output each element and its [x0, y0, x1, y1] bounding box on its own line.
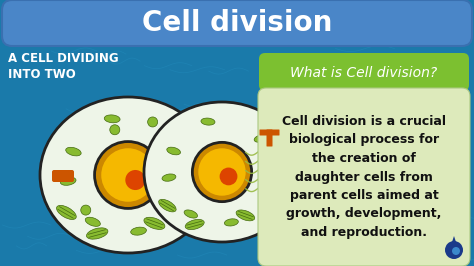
Circle shape — [219, 168, 237, 185]
FancyBboxPatch shape — [258, 88, 470, 266]
Ellipse shape — [185, 219, 204, 230]
Polygon shape — [452, 236, 456, 242]
Text: Cell division: Cell division — [142, 9, 332, 37]
Circle shape — [252, 203, 262, 213]
Circle shape — [445, 241, 463, 259]
Circle shape — [192, 142, 252, 202]
FancyBboxPatch shape — [2, 0, 472, 46]
Circle shape — [101, 148, 155, 202]
Circle shape — [81, 205, 91, 215]
Ellipse shape — [175, 193, 191, 201]
Ellipse shape — [131, 227, 146, 235]
Ellipse shape — [85, 217, 100, 226]
Circle shape — [209, 210, 219, 221]
Ellipse shape — [201, 118, 215, 125]
Ellipse shape — [144, 102, 300, 242]
Ellipse shape — [184, 210, 198, 218]
Ellipse shape — [159, 199, 176, 212]
Ellipse shape — [66, 147, 81, 156]
Circle shape — [94, 142, 162, 209]
Circle shape — [147, 117, 158, 127]
Circle shape — [198, 148, 246, 196]
FancyBboxPatch shape — [259, 53, 469, 91]
Circle shape — [260, 146, 270, 156]
Ellipse shape — [224, 219, 238, 226]
Text: A CELL DIVIDING
INTO TWO: A CELL DIVIDING INTO TWO — [8, 52, 118, 81]
FancyBboxPatch shape — [52, 170, 74, 182]
Ellipse shape — [164, 133, 180, 142]
Ellipse shape — [264, 188, 277, 195]
Circle shape — [125, 170, 146, 190]
Ellipse shape — [56, 205, 76, 219]
Text: Cell division is a crucial
biological process for
the creation of
daughter cells: Cell division is a crucial biological pr… — [282, 115, 446, 239]
Ellipse shape — [86, 228, 108, 239]
Ellipse shape — [144, 217, 165, 230]
Ellipse shape — [272, 160, 285, 168]
Circle shape — [452, 247, 460, 255]
Ellipse shape — [184, 161, 199, 170]
Ellipse shape — [40, 97, 216, 253]
Circle shape — [110, 125, 120, 135]
Ellipse shape — [167, 147, 181, 155]
Ellipse shape — [162, 174, 176, 181]
Ellipse shape — [104, 115, 120, 123]
Text: What is Cell division?: What is Cell division? — [291, 66, 438, 80]
Ellipse shape — [236, 210, 255, 221]
FancyBboxPatch shape — [259, 130, 280, 135]
FancyBboxPatch shape — [266, 130, 273, 147]
Ellipse shape — [254, 135, 268, 142]
Ellipse shape — [60, 177, 76, 185]
